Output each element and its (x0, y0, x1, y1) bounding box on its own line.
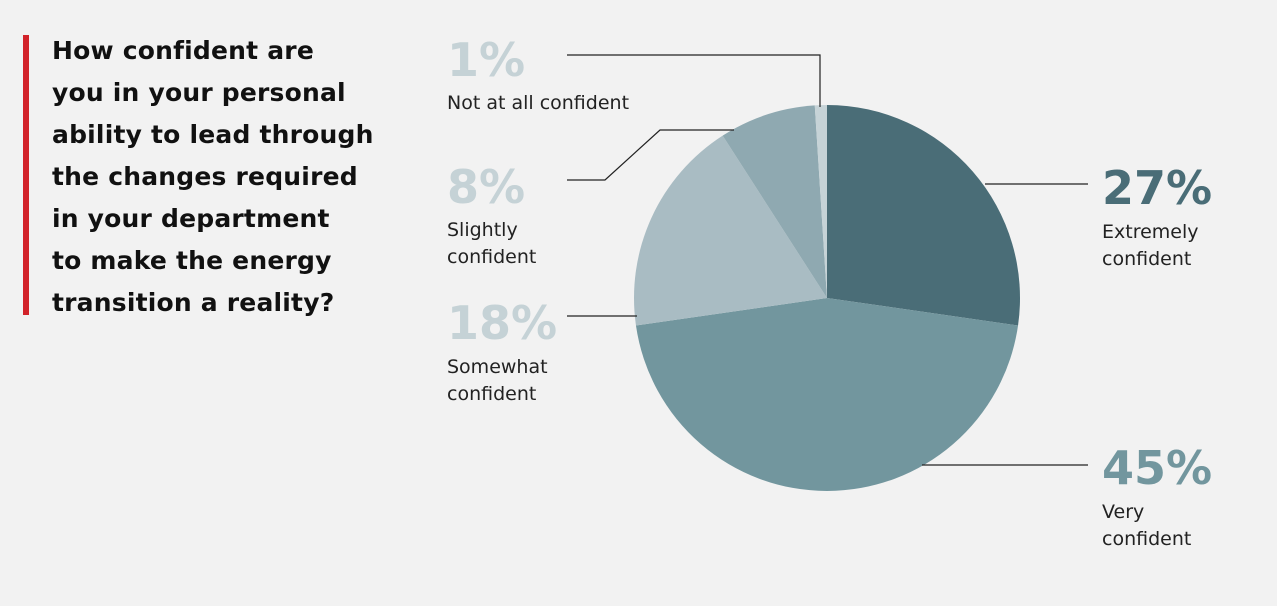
question-line: you in your personal (52, 78, 346, 107)
category-label-extremely: confident (1102, 248, 1191, 270)
question-line: ability to lead through (52, 120, 374, 149)
category-label-extremely: Extremely (1102, 221, 1199, 243)
percent-label-somewhat: 18% (447, 296, 557, 350)
percent-label-slightly: 8% (447, 160, 525, 214)
pie-slice-extremely (827, 105, 1020, 326)
survey-question: How confident are you in your personal a… (52, 30, 392, 324)
question-line: to make the energy (52, 246, 332, 275)
percent-label-very: 45% (1102, 441, 1212, 495)
question-line: in your department (52, 204, 330, 233)
category-label-slightly: Slightly (447, 219, 518, 241)
pie-slice-somewhat (634, 135, 827, 326)
category-label-somewhat: Somewhat (447, 356, 548, 378)
leader-line-slightly (567, 129, 734, 181)
category-label-very: confident (1102, 528, 1191, 550)
percent-label-not-at-all: 1% (447, 33, 525, 87)
category-label-very: Very (1102, 501, 1144, 523)
question-line: transition a reality? (52, 288, 335, 317)
category-label-not-at-all: Not at all confident (447, 92, 629, 114)
leader-line-not-at-all (567, 54, 821, 107)
question-line: How confident are (52, 36, 314, 65)
accent-bar (23, 35, 29, 315)
category-label-somewhat: confident (447, 383, 536, 405)
question-line: the changes required (52, 162, 358, 191)
percent-label-extremely: 27% (1102, 161, 1212, 215)
pie-slice-not-at-all (814, 105, 827, 298)
pie-slice-very (635, 298, 1019, 491)
category-label-slightly: confident (447, 246, 536, 268)
pie-slice-slightly (722, 105, 827, 298)
